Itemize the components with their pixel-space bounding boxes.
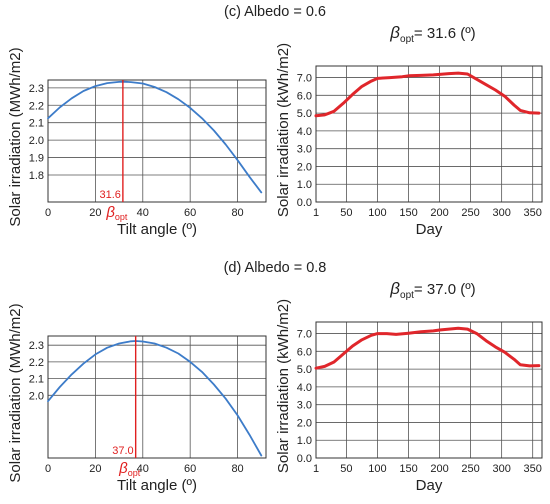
d-tilt-y-axis-label: Solar irradiation (MWh/m2) (7, 303, 24, 482)
d-day-frame (315, 321, 543, 459)
c-day-y-tick-label: 0.0 (297, 197, 312, 209)
c-day-x-tick-label: 100 (368, 207, 386, 219)
c-day-series-line-0 (314, 71, 541, 118)
c-tilt-frame (47, 79, 267, 203)
c-day-y-tick-label: 4.0 (297, 126, 312, 138)
c-tilt-x-tick-label: 40 (137, 207, 149, 219)
c-day-chart: 1 50 100 150 200 250 300 3500.01.02.03.04.05.06… (275, 23, 543, 238)
d-tilt-y-tick-label: 2.2 (29, 357, 44, 369)
d-day-y-tick-label: 6.0 (297, 346, 312, 358)
c-day-y-tick-label: 5.0 (297, 108, 312, 120)
panel-title-d: (d) Albedo = 0.8 (223, 260, 327, 276)
c-tilt-chart: 0 20 40 60 80 1.8 1.9 2.0 2.1 2.2 2.3 Tilt angle (º… (7, 47, 267, 238)
d-day-y-tick-label: 0.0 (297, 453, 312, 465)
d-day-x-axis-label: Day (416, 477, 443, 494)
c-tilt-y-tick-label: 2.2 (29, 100, 44, 112)
c-day-x-tick-label: 250 (461, 207, 479, 219)
d-day-chart-title: βopt= 37.0 (º) (389, 279, 475, 301)
d-tilt-x-tick-label: 40 (137, 463, 149, 475)
c-day-x-tick-label: 200 (430, 207, 448, 219)
c-tilt-optimum-value-label: 31.6 (99, 189, 120, 201)
d-day-y-axis-label: Solar irradiation (kWh/m2) (275, 299, 292, 473)
c-tilt-y-tick-label: 2.0 (29, 135, 44, 147)
c-day-x-tick-label: 300 (492, 207, 510, 219)
c-tilt-optimum-symbol-label: βopt (105, 204, 128, 222)
c-tilt-x-axis-label: Tilt angle (º) (117, 221, 197, 238)
d-tilt-x-tick-label: 60 (184, 463, 196, 475)
d-day-x-tick-label: 150 (399, 463, 417, 475)
c-tilt-y-tick-label: 2.3 (29, 83, 44, 95)
c-day-x-tick-label: 350 (524, 207, 542, 219)
c-day-y-tick-label: 3.0 (297, 144, 312, 156)
c-tilt-y-axis-label: Solar irradiation (MWh/m2) (7, 47, 24, 226)
d-tilt-optimum-value-label: 37.0 (112, 445, 133, 457)
c-day-y-axis-label: Solar irradiation (kWh/m2) (275, 43, 292, 217)
c-day-y-tick-label: 2.0 (297, 161, 312, 173)
panel-title-c: (c) Albedo = 0.6 (224, 4, 326, 20)
c-day-x-tick-label: 150 (399, 207, 417, 219)
d-day-chart: 1 50 100 150 200 250 300 3500.01.02.03.04.05.06… (275, 279, 543, 494)
d-day-x-tick-label: 300 (492, 463, 510, 475)
d-tilt-series-line-0 (47, 340, 263, 457)
d-day-x-tick-label: 200 (430, 463, 448, 475)
c-day-x-tick-label: 50 (340, 207, 352, 219)
d-tilt-optimum-symbol-label: βopt (118, 460, 141, 478)
c-day-y-tick-label: 6.0 (297, 90, 312, 102)
d-tilt-y-tick-label: 2.0 (29, 390, 44, 402)
d-tilt-x-tick-label: 0 (45, 463, 51, 475)
c-day-y-tick-label: 7.0 (297, 73, 312, 85)
d-tilt-x-axis-label: Tilt angle (º) (117, 477, 197, 494)
c-tilt-x-tick-label: 20 (89, 207, 101, 219)
d-day-y-tick-label: 2.0 (297, 417, 312, 429)
d-tilt-frame (47, 335, 267, 459)
c-tilt-y-tick-label: 1.8 (29, 170, 44, 182)
c-tilt-x-tick-label: 80 (231, 207, 243, 219)
d-tilt-chart: 0 20 40 60 80 2.0 2.1 2.2 2.3 Tilt angle (º) Solar… (7, 303, 267, 494)
d-tilt-x-tick-label: 80 (231, 463, 243, 475)
d-day-y-tick-label: 5.0 (297, 364, 312, 376)
d-day-y-tick-label: 1.0 (297, 435, 312, 447)
d-tilt-y-tick-label: 2.3 (29, 340, 44, 352)
c-day-x-tick-label: 1 (313, 207, 319, 219)
d-day-y-tick-label: 7.0 (297, 329, 312, 341)
c-day-y-tick-label: 1.0 (297, 179, 312, 191)
d-tilt-x-tick-label: 20 (89, 463, 101, 475)
c-tilt-y-tick-label: 2.1 (29, 118, 44, 130)
c-day-chart-title: βopt= 31.6 (º) (389, 23, 475, 45)
c-day-frame (315, 65, 543, 203)
d-day-y-tick-label: 3.0 (297, 400, 312, 412)
c-tilt-y-tick-label: 1.9 (29, 153, 44, 165)
c-day-x-axis-label: Day (416, 221, 443, 238)
d-day-x-tick-label: 100 (368, 463, 386, 475)
d-day-y-tick-label: 4.0 (297, 382, 312, 394)
d-day-x-tick-label: 350 (524, 463, 542, 475)
d-day-x-tick-label: 250 (461, 463, 479, 475)
c-tilt-series-line-0 (47, 80, 263, 194)
d-day-x-tick-label: 1 (313, 463, 319, 475)
d-tilt-y-tick-label: 2.1 (29, 374, 44, 386)
d-day-series-line-0 (314, 326, 541, 370)
d-day-x-tick-label: 50 (340, 463, 352, 475)
c-tilt-x-tick-label: 60 (184, 207, 196, 219)
c-tilt-x-tick-label: 0 (45, 207, 51, 219)
